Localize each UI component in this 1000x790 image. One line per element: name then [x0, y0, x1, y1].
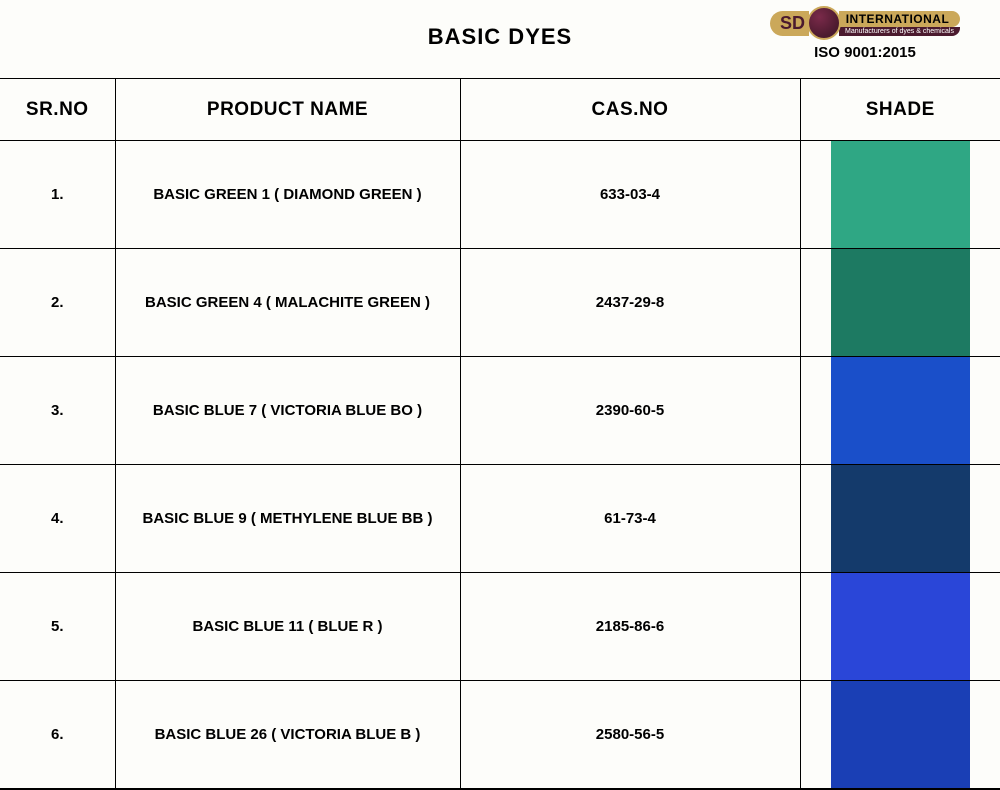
shade-swatch [831, 681, 971, 788]
cell-srno: 6. [0, 681, 115, 789]
cell-product-name: BASIC BLUE 11 ( BLUE R ) [115, 573, 460, 681]
cell-srno: 1. [0, 141, 115, 249]
cell-product-name: BASIC BLUE 7 ( VICTORIA BLUE BO ) [115, 357, 460, 465]
cell-shade [800, 249, 1000, 357]
table-row: 5.BASIC BLUE 11 ( BLUE R )2185-86-6 [0, 573, 1000, 681]
cell-product-name: BASIC GREEN 1 ( DIAMOND GREEN ) [115, 141, 460, 249]
logo-globe-icon [807, 6, 841, 40]
table-header-row: SR.NO PRODUCT NAME CAS.NO SHADE [0, 79, 1000, 141]
logo-international-text: INTERNATIONAL [839, 11, 960, 27]
cell-srno: 4. [0, 465, 115, 573]
cell-srno: 2. [0, 249, 115, 357]
cell-cas-no: 2437-29-8 [460, 249, 800, 357]
cell-cas-no: 2580-56-5 [460, 681, 800, 789]
shade-swatch [831, 465, 971, 572]
col-header-srno: SR.NO [0, 79, 115, 141]
cell-shade [800, 357, 1000, 465]
cell-shade [800, 465, 1000, 573]
shade-swatch [831, 141, 971, 248]
cell-product-name: BASIC GREEN 4 ( MALACHITE GREEN ) [115, 249, 460, 357]
shade-swatch [831, 573, 971, 680]
table-row: 2.BASIC GREEN 4 ( MALACHITE GREEN )2437-… [0, 249, 1000, 357]
cell-srno: 5. [0, 573, 115, 681]
shade-swatch [831, 357, 971, 464]
dyes-table: SR.NO PRODUCT NAME CAS.NO SHADE 1.BASIC … [0, 78, 1000, 790]
cell-product-name: BASIC BLUE 26 ( VICTORIA BLUE B ) [115, 681, 460, 789]
logo-sd-text: SD [770, 11, 809, 36]
logo-right: INTERNATIONAL Manufacturers of dyes & ch… [839, 11, 960, 36]
shade-swatch [831, 249, 971, 356]
table-row: 1.BASIC GREEN 1 ( DIAMOND GREEN )633-03-… [0, 141, 1000, 249]
table-row: 4.BASIC BLUE 9 ( METHYLENE BLUE BB )61-7… [0, 465, 1000, 573]
logo-row: SD INTERNATIONAL Manufacturers of dyes &… [760, 6, 970, 40]
brand-logo: SD INTERNATIONAL Manufacturers of dyes &… [760, 6, 970, 61]
table-row: 3.BASIC BLUE 7 ( VICTORIA BLUE BO )2390-… [0, 357, 1000, 465]
cell-cas-no: 2185-86-6 [460, 573, 800, 681]
logo-tagline: Manufacturers of dyes & chemicals [839, 27, 960, 36]
table-row: 6.BASIC BLUE 26 ( VICTORIA BLUE B )2580-… [0, 681, 1000, 789]
header: BASIC DYES SD INTERNATIONAL Manufacturer… [0, 0, 1000, 78]
cell-shade [800, 681, 1000, 789]
cell-cas-no: 2390-60-5 [460, 357, 800, 465]
col-header-shade: SHADE [800, 79, 1000, 141]
cell-shade [800, 141, 1000, 249]
cell-cas-no: 633-03-4 [460, 141, 800, 249]
cell-product-name: BASIC BLUE 9 ( METHYLENE BLUE BB ) [115, 465, 460, 573]
cell-srno: 3. [0, 357, 115, 465]
iso-cert: ISO 9001:2015 [760, 44, 970, 61]
col-header-product: PRODUCT NAME [115, 79, 460, 141]
cell-shade [800, 573, 1000, 681]
col-header-casno: CAS.NO [460, 79, 800, 141]
cell-cas-no: 61-73-4 [460, 465, 800, 573]
